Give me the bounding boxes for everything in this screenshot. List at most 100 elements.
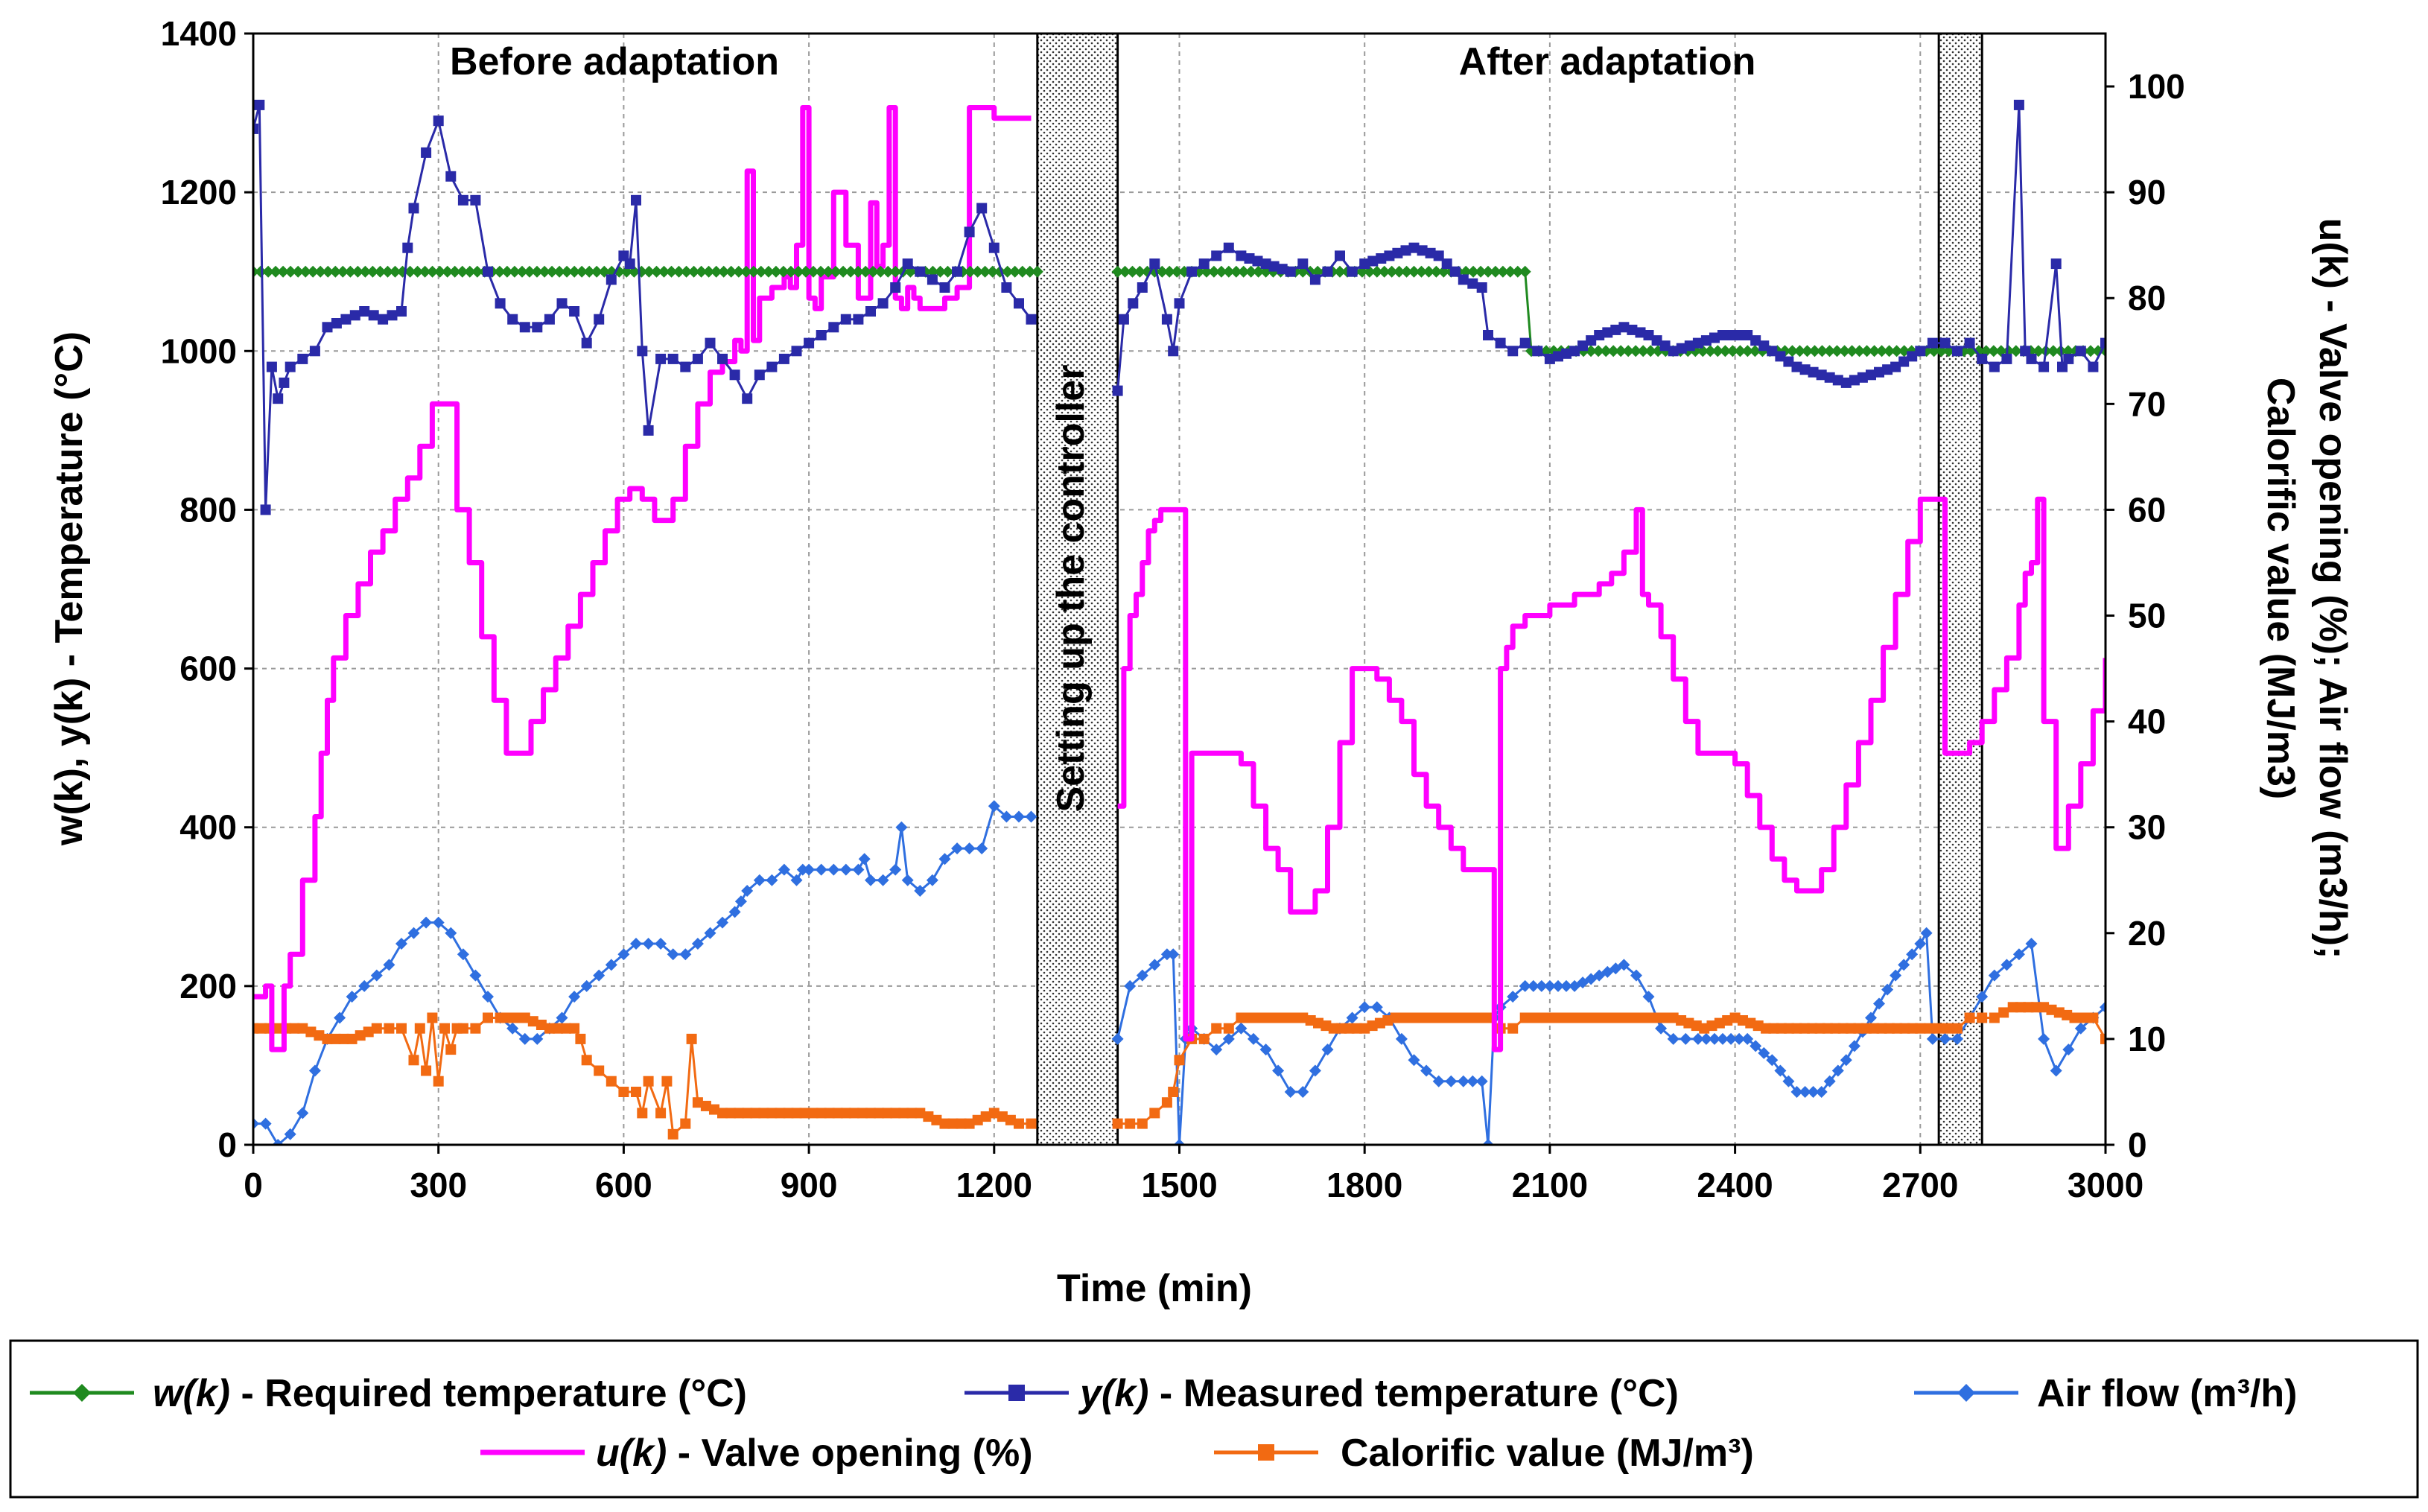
data-point-air xyxy=(914,885,927,897)
data-point-y xyxy=(2020,346,2031,357)
data-point-air xyxy=(482,991,494,1003)
data-point-cal xyxy=(1005,1114,1016,1125)
data-point-air xyxy=(358,979,371,992)
data-point-w xyxy=(1111,265,1124,278)
data-point-w xyxy=(1475,265,1487,278)
data-point-y xyxy=(778,353,789,364)
data-point-air xyxy=(1618,959,1630,971)
legend-entry-cal: Calorific value (MJ/m³) xyxy=(1214,1432,1754,1475)
data-point-w xyxy=(762,265,775,278)
data-point-y xyxy=(483,266,493,277)
data-point-air xyxy=(1527,979,1539,992)
data-point-w xyxy=(1134,265,1146,278)
x-axis-ticks: 0 300 600 900 1200 1500 1800 2100 2400 2700 3000 xyxy=(244,1145,2143,1204)
data-point-y xyxy=(927,274,938,285)
data-point-y xyxy=(457,194,468,206)
data-point-y xyxy=(1890,361,1901,372)
data-point-w xyxy=(1615,345,1627,358)
data-point-y xyxy=(1014,298,1024,309)
data-point-cal xyxy=(882,1108,893,1119)
data-point-y xyxy=(1244,253,1255,264)
data-point-y xyxy=(254,99,265,110)
data-point-air xyxy=(1873,997,1885,1010)
data-point-y xyxy=(890,282,901,293)
data-point-w xyxy=(531,265,543,278)
series-w xyxy=(253,265,2106,358)
data-point-w xyxy=(1370,265,1383,278)
legend-label-u: u(k) - Valve opening (%) xyxy=(596,1432,1033,1475)
data-point-w xyxy=(874,265,887,278)
data-point-w xyxy=(493,265,506,278)
y-left-tick-label: 200 xyxy=(179,967,237,1006)
data-point-y xyxy=(1161,314,1172,325)
data-point-y xyxy=(1915,346,1926,357)
y-left-tick-label: 400 xyxy=(179,808,237,847)
data-point-air xyxy=(2100,1001,2106,1014)
data-point-cal xyxy=(898,1108,909,1119)
data-point-cal xyxy=(865,1108,876,1119)
data-point-cal xyxy=(758,1108,769,1119)
data-point-air xyxy=(296,1107,309,1119)
data-point-y xyxy=(1392,247,1403,258)
data-point-w xyxy=(1519,265,1531,278)
data-point-air xyxy=(766,874,778,886)
data-point-cal xyxy=(433,1076,444,1087)
data-point-y xyxy=(1717,330,1728,340)
data-point-y xyxy=(1840,377,1852,388)
data-point-w xyxy=(1607,345,1620,358)
data-point-w xyxy=(366,265,379,278)
data-point-y xyxy=(1742,330,1753,340)
data-point-cal xyxy=(2100,1033,2106,1044)
legend-marker-air xyxy=(1957,1384,1975,1402)
data-point-cal xyxy=(1198,1033,1210,1044)
data-point-w xyxy=(1823,345,1836,358)
data-point-y xyxy=(1285,266,1296,277)
data-point-y xyxy=(1252,255,1263,267)
data-point-y xyxy=(624,258,635,270)
data-point-w xyxy=(830,265,842,278)
data-point-y xyxy=(804,337,815,349)
data-point-y xyxy=(1700,335,1712,346)
data-point-cal xyxy=(1483,1012,1493,1023)
data-point-w xyxy=(1126,265,1139,278)
data-point-cal xyxy=(553,1023,563,1034)
data-point-w xyxy=(725,265,737,278)
data-point-cal xyxy=(396,1023,407,1034)
data-point-air xyxy=(1160,948,1173,961)
x-tick-label: 1800 xyxy=(1326,1166,1402,1204)
data-point-cal xyxy=(594,1065,605,1076)
data-point-air xyxy=(1346,1011,1358,1024)
y-left-axis-title: w(k), y(k) - Temperature (°C) xyxy=(48,331,91,846)
data-point-y xyxy=(1441,258,1452,270)
data-point-air xyxy=(445,927,457,939)
data-point-w xyxy=(1222,265,1235,278)
data-point-air xyxy=(741,885,754,897)
data-point-cal xyxy=(734,1108,745,1119)
data-point-y xyxy=(322,322,333,333)
data-point-y xyxy=(1118,314,1129,325)
data-point-w xyxy=(1245,265,1257,278)
x-tick-label: 2100 xyxy=(1512,1166,1588,1204)
data-point-y xyxy=(1610,324,1621,335)
annotation-before-adaptation: Before adaptation xyxy=(450,40,779,83)
data-point-w xyxy=(1816,345,1828,358)
data-point-cal xyxy=(931,1114,942,1125)
data-point-air xyxy=(1475,1075,1488,1087)
data-point-w xyxy=(882,265,894,278)
data-point-w xyxy=(1749,345,1761,358)
data-point-air xyxy=(734,895,747,908)
data-point-air xyxy=(642,938,655,950)
data-point-air xyxy=(1988,969,2000,982)
data-point-w xyxy=(1230,265,1242,278)
data-point-cal xyxy=(890,1108,901,1119)
data-point-y xyxy=(1874,366,1884,378)
data-point-w xyxy=(680,265,693,278)
data-point-y xyxy=(1952,346,1963,357)
data-point-cal xyxy=(1942,1023,1954,1034)
data-point-y xyxy=(1577,340,1589,352)
y-left-tick-label: 800 xyxy=(179,490,237,529)
data-point-y xyxy=(421,147,432,158)
x-tick-label: 3000 xyxy=(2068,1166,2143,1204)
data-point-cal xyxy=(511,1012,522,1023)
data-point-cal xyxy=(1137,1118,1148,1129)
